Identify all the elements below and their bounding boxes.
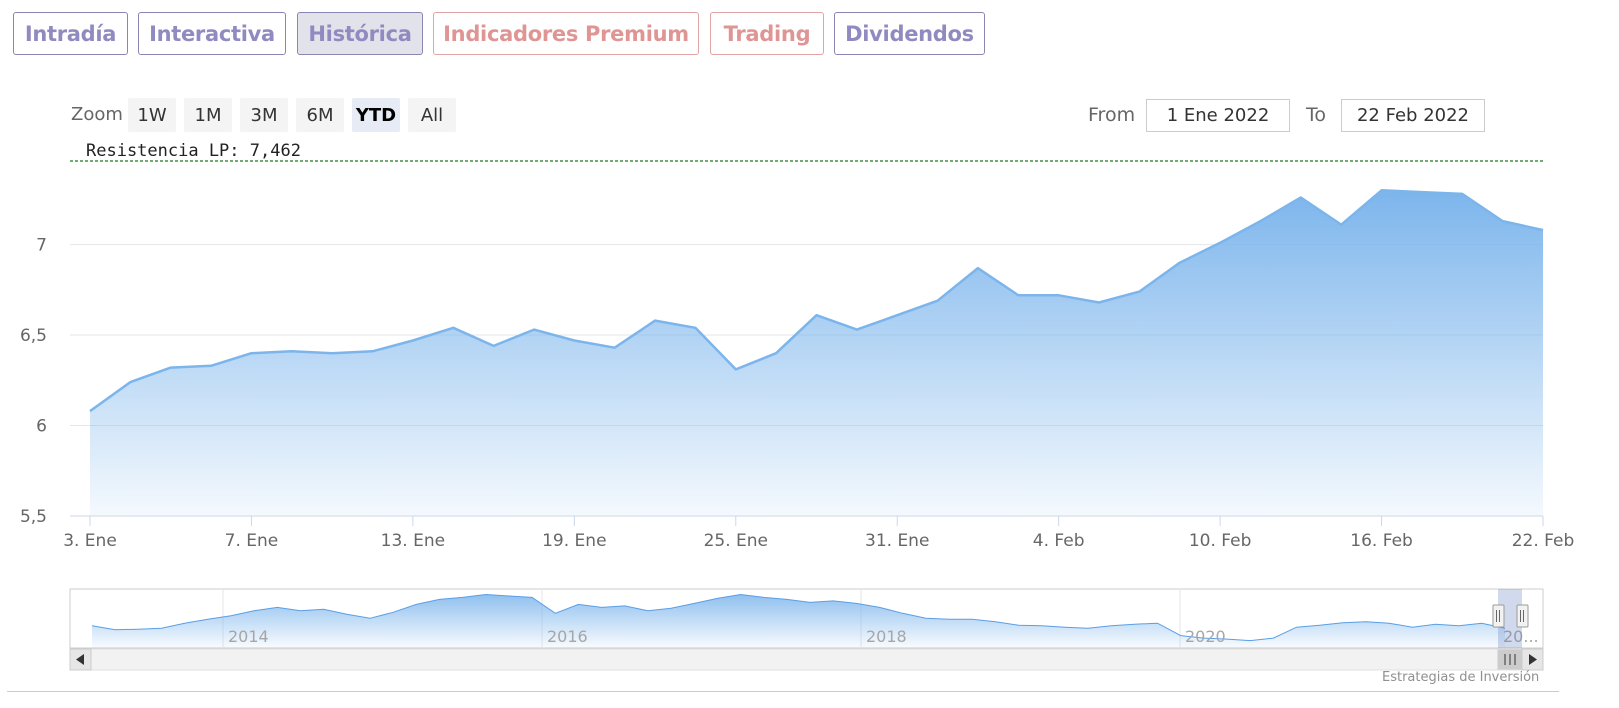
navigator-year-label: 2016 xyxy=(547,627,588,646)
x-tick-label: 13. Ene xyxy=(381,531,445,551)
y-tick-label: 5,5 xyxy=(20,507,47,527)
zoom-all-button[interactable]: All xyxy=(408,98,456,132)
tab-historica[interactable]: Histórica xyxy=(297,12,423,55)
navigator-year-label: 2014 xyxy=(228,627,269,646)
navigator-year-label: 2020 xyxy=(1185,627,1226,646)
zoom-3m-button[interactable]: 3M xyxy=(240,98,288,132)
x-tick-label: 4. Feb xyxy=(1033,531,1085,551)
from-date-input[interactable]: 1 Ene 2022 xyxy=(1146,99,1290,132)
resistance-label: Resistencia LP: 7,462 xyxy=(86,141,301,161)
tab-intradia[interactable]: Intradía xyxy=(13,12,128,55)
navigator-year-label: 20... xyxy=(1503,627,1539,646)
divider xyxy=(7,691,1559,692)
x-tick-label: 7. Ene xyxy=(225,531,279,551)
tab-interactiva[interactable]: Interactiva xyxy=(138,12,286,55)
tab-dividendos[interactable]: Dividendos xyxy=(834,12,985,55)
y-tick-label: 7 xyxy=(36,236,47,256)
navigator-right-handle[interactable] xyxy=(1516,604,1529,628)
to-date-input[interactable]: 22 Feb 2022 xyxy=(1341,99,1485,132)
arrow-left-icon xyxy=(76,654,84,665)
x-tick-label: 3. Ene xyxy=(63,531,117,551)
navigator-year-label: 2018 xyxy=(866,627,907,646)
tab-trading[interactable]: Trading xyxy=(710,12,824,55)
zoom-6m-button[interactable]: 6M xyxy=(296,98,344,132)
x-tick-label: 19. Ene xyxy=(542,531,606,551)
zoom-1w-button[interactable]: 1W xyxy=(128,98,176,132)
x-tick-label: 16. Feb xyxy=(1350,531,1413,551)
x-tick-label: 31. Ene xyxy=(865,531,929,551)
tab-indicadores-premium[interactable]: Indicadores Premium xyxy=(433,12,699,55)
from-label: From xyxy=(1088,104,1136,126)
y-tick-label: 6,5 xyxy=(20,326,47,346)
x-tick-label: 22. Feb xyxy=(1512,531,1575,551)
arrow-right-icon xyxy=(1529,654,1537,665)
y-tick-label: 6 xyxy=(36,417,47,437)
x-tick-label: 10. Feb xyxy=(1189,531,1252,551)
zoom-ytd-button[interactable]: YTD xyxy=(352,98,400,132)
x-tick-label: 25. Ene xyxy=(704,531,768,551)
scrollbar-track[interactable] xyxy=(69,648,1544,671)
navigator-area xyxy=(92,594,1505,648)
zoom-label: Zoom xyxy=(71,104,123,125)
price-area xyxy=(90,190,1543,517)
zoom-1m-button[interactable]: 1M xyxy=(184,98,232,132)
credits[interactable]: Estrategias de Inversión xyxy=(1382,670,1540,685)
navigator-left-handle[interactable] xyxy=(1492,604,1505,628)
navigator-line xyxy=(91,593,1506,642)
to-label: To xyxy=(1306,104,1327,126)
